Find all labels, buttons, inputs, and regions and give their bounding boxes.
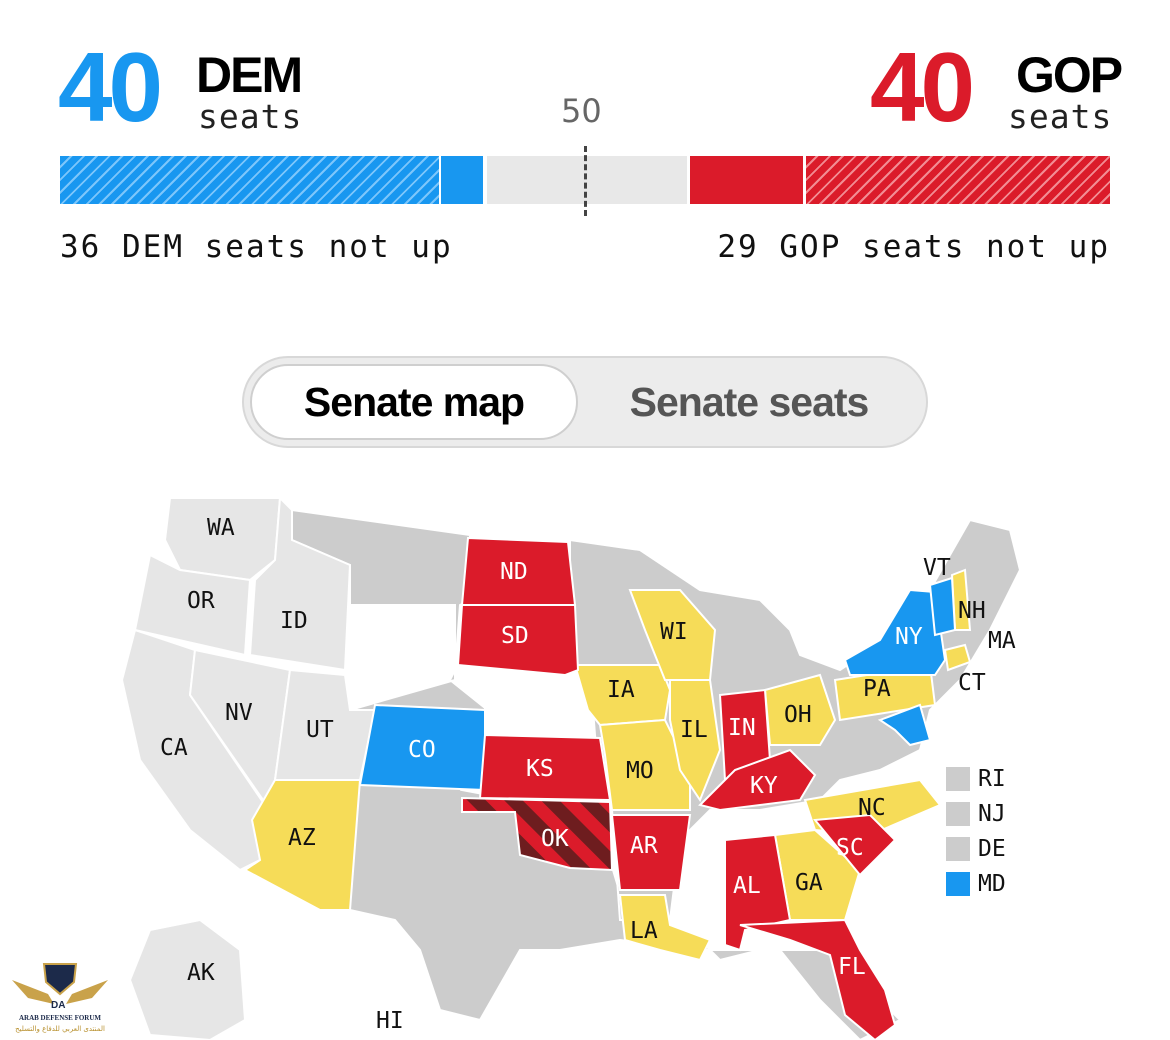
legend-swatch: [946, 802, 970, 826]
gop-label: GOP: [1016, 47, 1123, 103]
gop-not-up-text: 29 GOP seats not up: [717, 229, 1110, 265]
logo-shield-icon: [42, 963, 78, 996]
state-AZ[interactable]: [243, 779, 362, 911]
label-SC: SC: [836, 835, 864, 861]
legend-item-nj[interactable]: NJ: [946, 801, 1006, 827]
majority-line: [584, 146, 587, 216]
legend-label: MD: [978, 871, 1006, 897]
label-LA: LA: [630, 918, 658, 944]
majority-marker-label: 50: [561, 92, 602, 130]
state-OR[interactable]: [133, 553, 252, 657]
label-ND: ND: [500, 559, 528, 585]
gop-count: 40: [870, 32, 975, 142]
state-AL[interactable]: [724, 833, 792, 952]
state-VT[interactable]: [928, 576, 957, 637]
label-IN: IN: [728, 715, 756, 741]
logo-subtitle: المنتدى العربي للدفاع والتسليح: [15, 1025, 105, 1033]
legend-label: RI: [978, 766, 1006, 792]
logo-wing-right-icon: [66, 980, 108, 1004]
logo-mark: DA: [51, 1000, 65, 1011]
label-CA: CA: [160, 735, 188, 761]
state-MD[interactable]: [877, 703, 932, 747]
state-MO[interactable]: [598, 718, 691, 811]
state-AK[interactable]: [128, 918, 247, 1040]
label-NV: NV: [225, 700, 253, 726]
label-OK: OK: [541, 826, 569, 852]
state-KS[interactable]: [478, 733, 612, 802]
gop-not-up-segment: [806, 156, 1110, 204]
view-toggle: Senate map Senate seats: [242, 356, 928, 448]
legend-label: NJ: [978, 801, 1006, 827]
label-AL: AL: [733, 873, 761, 899]
label-IL: IL: [680, 717, 708, 743]
label-ID: ID: [280, 608, 308, 634]
arab-defense-forum-logo: DA ARAB DEFENSE FORUM المنتدى العربي للد…: [12, 963, 108, 1033]
label-OR: OR: [187, 588, 215, 614]
label-VT: VT: [923, 555, 951, 581]
label-MO: MO: [626, 758, 654, 784]
undecided-segment: [487, 156, 687, 204]
gop-seats-label: seats: [1008, 97, 1113, 136]
label-HI: HI: [376, 1008, 404, 1034]
label-CO: CO: [408, 737, 436, 763]
legend-swatch: [946, 837, 970, 861]
label-IA: IA: [607, 677, 635, 703]
tab-senate-map[interactable]: Senate map: [250, 364, 578, 440]
label-AZ: AZ: [288, 825, 316, 851]
tab-senate-seats[interactable]: Senate seats: [629, 378, 870, 425]
state-labels: WA OR ID NV UT CA AZ CO ND SD KS OK IA M…: [160, 515, 1016, 1034]
label-NH: NH: [958, 598, 986, 624]
label-KS: KS: [526, 756, 554, 782]
label-KY: KY: [750, 773, 778, 799]
legend-item-ri[interactable]: RI: [946, 766, 1006, 792]
label-OH: OH: [784, 702, 812, 728]
label-AK: AK: [187, 960, 215, 986]
label-SD: SD: [501, 623, 529, 649]
state-IL[interactable]: [669, 679, 722, 803]
dem-not-up-text: 36 DEM seats not up: [60, 229, 453, 265]
state-OK[interactable]: [461, 796, 614, 872]
state-FL[interactable]: [739, 918, 897, 1040]
label-WI: WI: [660, 619, 688, 645]
dem-label: DEM: [196, 47, 303, 103]
state-CT[interactable]: [943, 643, 972, 672]
label-NY: NY: [895, 624, 923, 650]
legend-item-de[interactable]: DE: [946, 836, 1006, 862]
legend-swatch: [946, 767, 970, 791]
state-AR[interactable]: [610, 814, 692, 891]
dem-not-up-segment: [60, 156, 439, 204]
dem-seats-label: seats: [198, 97, 303, 136]
logo-wing-left-icon: [12, 980, 54, 1004]
legend-label: DE: [978, 836, 1006, 862]
label-GA: GA: [795, 870, 823, 896]
dem-count: 40: [58, 32, 163, 142]
label-WA: WA: [207, 515, 235, 541]
logo-title: ARAB DEFENSE FORUM: [19, 1014, 101, 1022]
label-NC: NC: [858, 795, 886, 821]
label-UT: UT: [306, 717, 334, 743]
legend-item-md[interactable]: MD: [946, 871, 1006, 897]
label-CT: CT: [958, 670, 986, 696]
label-PA: PA: [863, 676, 891, 702]
state-ID[interactable]: [248, 495, 352, 672]
state-KY[interactable]: [698, 748, 817, 812]
gop-won-segment: [690, 156, 803, 204]
state-SC[interactable]: [813, 813, 897, 877]
dem-won-segment: [441, 156, 483, 204]
state-LA[interactable]: [618, 894, 712, 962]
label-MA: MA: [988, 628, 1016, 654]
legend-swatch: [946, 872, 970, 896]
state-SD[interactable]: [456, 604, 580, 677]
label-FL: FL: [838, 954, 866, 980]
label-AR: AR: [630, 833, 658, 859]
us-senate-map: WA OR ID NV UT CA AZ CO ND SD KS OK IA M…: [120, 495, 1022, 1040]
